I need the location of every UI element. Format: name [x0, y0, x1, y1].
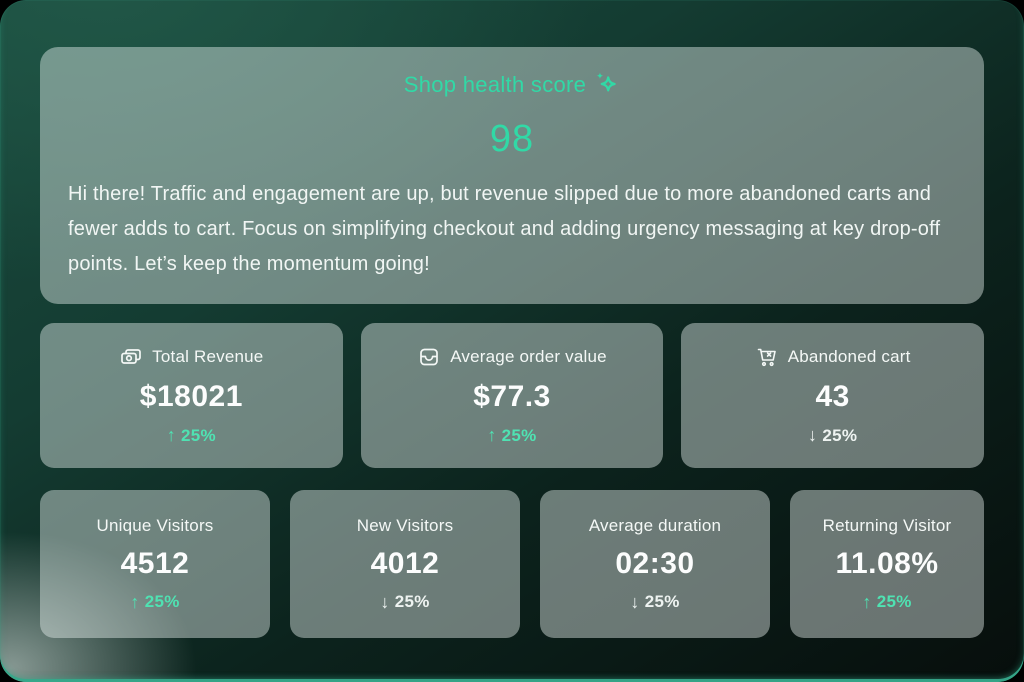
- metric-delta-value: 25%: [144, 592, 180, 611]
- shop-health-title-row: Shop health score: [68, 69, 956, 101]
- metric-delta-value: 25%: [644, 592, 680, 611]
- metric-label: Average order value: [450, 347, 607, 366]
- metric-delta: ↑ 25%: [167, 425, 216, 446]
- metric-label: Average duration: [588, 515, 722, 535]
- banknotes-icon: [119, 345, 143, 369]
- arrow-up-icon: ↑: [862, 591, 872, 612]
- metric-label: Total Revenue: [152, 347, 264, 366]
- metric-label-row: Unique Visitors: [96, 516, 213, 536]
- metric-delta-value: 25%: [181, 425, 216, 445]
- arrow-up-icon: ↑: [166, 425, 177, 445]
- metric-delta: ↓ 25%: [808, 425, 857, 446]
- metric-delta: ↑ 25%: [487, 425, 536, 446]
- metric-label: Returning Visitor: [822, 515, 952, 535]
- metric-delta-value: 25%: [394, 592, 430, 611]
- shop-health-score-value: 98: [489, 118, 535, 160]
- metric-card-total-revenue: Total Revenue $18021 ↑ 25%: [40, 323, 343, 468]
- metric-value: 43: [815, 380, 850, 413]
- metric-card-abandoned-cart: Abandoned cart 43 ↓ 25%: [681, 323, 984, 468]
- arrow-down-icon: ↓: [380, 591, 390, 612]
- shop-health-card: Shop health score 98 Hi there! Traffic a…: [40, 47, 984, 304]
- shop-health-message: Hi there! Traffic and engagement are up,…: [68, 183, 941, 275]
- metric-value: 11.08%: [835, 546, 939, 580]
- metric-card-average-duration: Average duration 02:30 ↓ 25%: [540, 490, 770, 638]
- metric-label-row: Abandoned cart: [755, 345, 911, 369]
- order-tray-icon: [417, 345, 441, 369]
- cart-x-icon: [755, 345, 779, 369]
- sparkles-icon: [593, 69, 620, 101]
- arrow-up-icon: ↑: [130, 591, 140, 612]
- metric-label-row: Returning Visitor: [823, 516, 952, 536]
- metric-card-returning-visitor: Returning Visitor 11.08% ↑ 25%: [790, 490, 984, 638]
- metric-label: Unique Visitors: [96, 515, 214, 535]
- metric-value: 4012: [370, 546, 440, 580]
- metric-delta-value: 25%: [501, 425, 537, 445]
- metric-card-new-visitors: New Visitors 4012 ↓ 25%: [290, 490, 520, 638]
- metric-delta: ↑ 25%: [862, 592, 911, 613]
- metric-card-average-order-value: Average order value $77.3 ↑ 25%: [360, 323, 664, 468]
- metric-label: Abandoned cart: [787, 347, 911, 366]
- metric-delta: ↓ 25%: [380, 592, 429, 613]
- metric-card-unique-visitors: Unique Visitors 4512 ↑ 25%: [40, 490, 270, 638]
- metric-label-row: Average duration: [589, 516, 721, 536]
- primary-metrics-row: Total Revenue $18021 ↑ 25% Average order…: [40, 323, 984, 468]
- metric-delta: ↑ 25%: [130, 592, 179, 613]
- metric-value: $18021: [139, 380, 243, 413]
- metric-label-row: Total Revenue: [119, 345, 263, 369]
- metric-delta: ↓ 25%: [630, 592, 679, 613]
- metric-label-row: New Visitors: [357, 516, 454, 536]
- arrow-down-icon: ↓: [808, 425, 818, 445]
- shop-health-title: Shop health score: [403, 72, 587, 97]
- metric-value: 4512: [120, 546, 190, 580]
- metric-delta-value: 25%: [822, 425, 858, 445]
- secondary-metrics-row: Unique Visitors 4512 ↑ 25% New Visitors …: [40, 490, 984, 638]
- metric-delta-value: 25%: [876, 592, 912, 611]
- metric-label: New Visitors: [356, 515, 454, 535]
- metric-value: 02:30: [615, 546, 695, 580]
- arrow-up-icon: ↑: [487, 425, 497, 445]
- metric-label-row: Average order value: [417, 345, 607, 369]
- metric-value: $77.3: [473, 380, 551, 413]
- arrow-down-icon: ↓: [630, 591, 640, 612]
